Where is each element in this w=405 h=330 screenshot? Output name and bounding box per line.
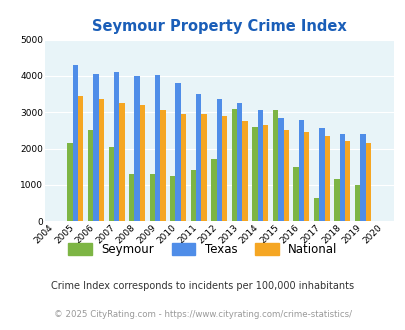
Bar <box>231 109 237 221</box>
Bar <box>190 170 196 221</box>
Bar <box>119 103 124 221</box>
Bar <box>67 143 72 221</box>
Bar <box>160 110 165 221</box>
Text: Crime Index corresponds to incidents per 100,000 inhabitants: Crime Index corresponds to incidents per… <box>51 281 354 291</box>
Bar <box>93 74 98 221</box>
Bar <box>354 185 360 221</box>
Bar <box>324 136 329 221</box>
Bar <box>313 197 318 221</box>
Bar <box>303 132 309 221</box>
Bar <box>211 159 216 221</box>
Bar <box>129 174 134 221</box>
Bar <box>293 167 298 221</box>
Bar <box>78 96 83 221</box>
Bar <box>88 130 93 221</box>
Bar <box>365 143 370 221</box>
Bar <box>113 72 119 221</box>
Bar <box>139 105 145 221</box>
Bar <box>196 94 201 221</box>
Bar <box>216 99 222 221</box>
Bar <box>237 103 242 221</box>
Text: © 2025 CityRating.com - https://www.cityrating.com/crime-statistics/: © 2025 CityRating.com - https://www.city… <box>54 310 351 319</box>
Bar <box>298 120 303 221</box>
Bar <box>334 180 339 221</box>
Bar <box>134 76 139 221</box>
Bar <box>277 117 283 221</box>
Legend: Seymour, Texas, National: Seymour, Texas, National <box>64 239 341 261</box>
Bar <box>360 134 365 221</box>
Bar <box>98 99 104 221</box>
Bar <box>180 114 186 221</box>
Bar <box>257 110 262 221</box>
Bar <box>170 176 175 221</box>
Bar <box>149 174 155 221</box>
Title: Seymour Property Crime Index: Seymour Property Crime Index <box>92 19 346 34</box>
Bar <box>201 114 206 221</box>
Bar <box>242 121 247 221</box>
Bar <box>262 125 268 221</box>
Bar <box>108 147 113 221</box>
Bar <box>272 110 277 221</box>
Bar <box>344 141 350 221</box>
Bar <box>175 83 180 221</box>
Bar <box>155 75 160 221</box>
Bar <box>222 116 227 221</box>
Bar <box>252 127 257 221</box>
Bar <box>339 134 344 221</box>
Bar <box>283 130 288 221</box>
Bar <box>72 65 78 221</box>
Bar <box>318 128 324 221</box>
